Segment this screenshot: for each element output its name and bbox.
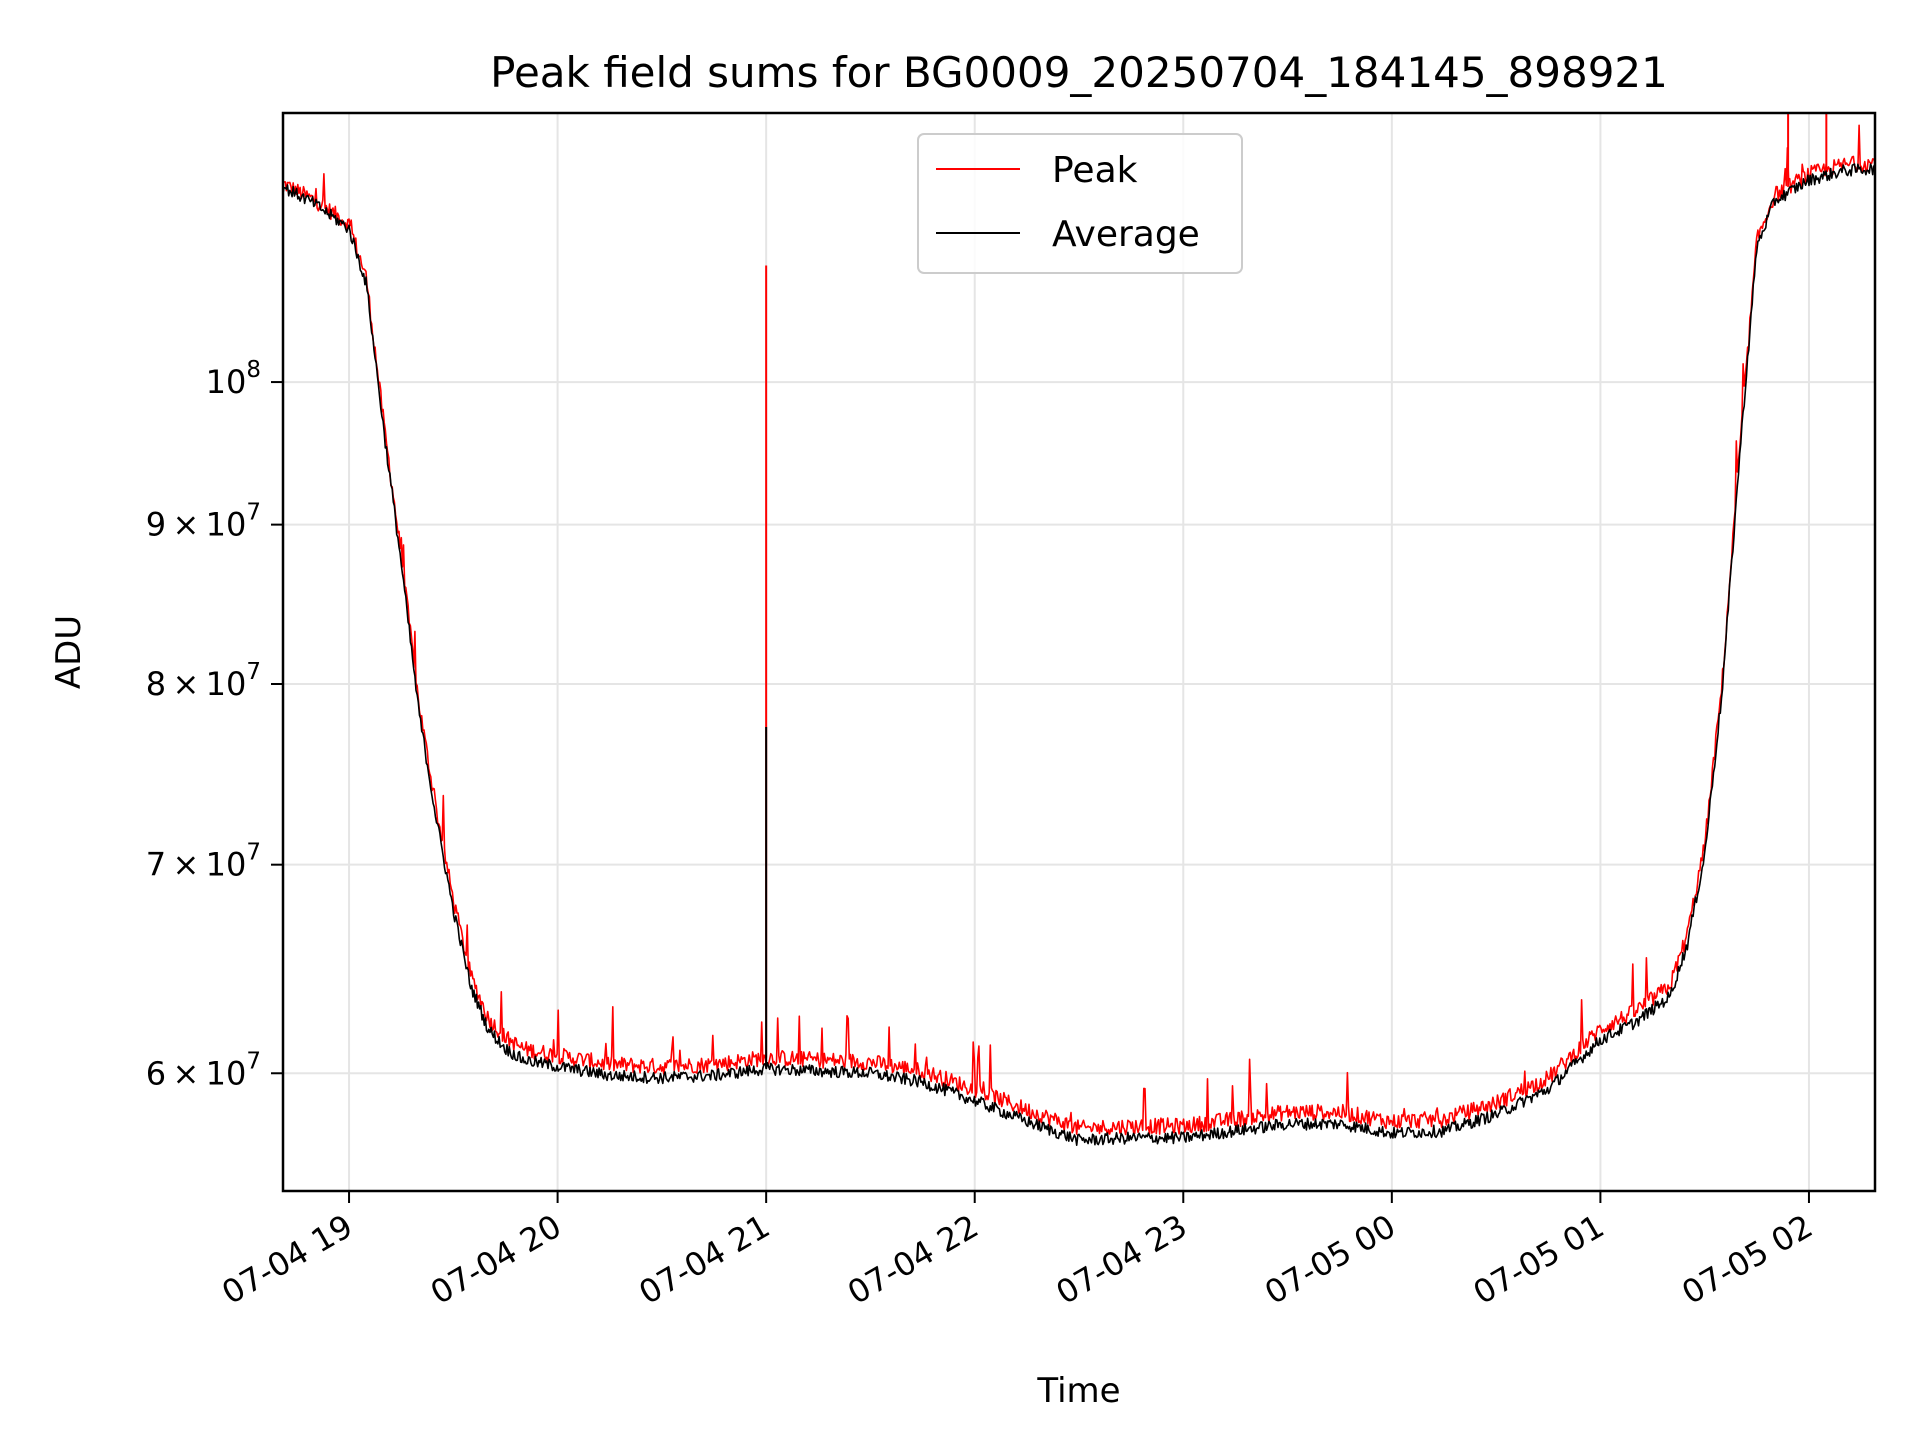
y-tick-label: 6 × 107: [146, 1048, 261, 1092]
y-tick-label: 108: [206, 357, 261, 401]
y-axis-label: ADU: [49, 615, 89, 689]
y-tick-exponent: 7: [246, 840, 261, 866]
y-tick-label: 9 × 107: [146, 500, 261, 544]
y-tick-base: 9 × 10: [146, 506, 247, 544]
y-tick-label: 7 × 107: [146, 840, 261, 884]
y-tick-base: 6 × 10: [146, 1054, 247, 1092]
legend-label-peak: Peak: [1052, 150, 1138, 191]
y-tick-exponent: 7: [246, 659, 261, 685]
y-tick-base: 10: [206, 363, 247, 401]
legend: Peak Average: [917, 133, 1243, 274]
y-tick-base: 8 × 10: [146, 665, 247, 703]
y-tick-exponent: 8: [246, 357, 261, 383]
series-line-average: [283, 163, 1875, 1146]
chart-title: Peak field sums for BG0009_20250704_1841…: [490, 48, 1668, 97]
x-axis-label: Time: [1036, 1371, 1120, 1411]
series-line-peak: [283, 124, 1875, 1137]
y-tick-exponent: 7: [246, 1048, 261, 1074]
y-tick-base: 7 × 10: [146, 846, 247, 884]
plot-frame: [281, 111, 1877, 1193]
y-tick-label: 8 × 107: [146, 659, 261, 703]
series-layer: [283, 113, 1875, 1146]
y-tick-exponent: 7: [246, 500, 261, 526]
legend-label-average: Average: [1052, 214, 1200, 255]
